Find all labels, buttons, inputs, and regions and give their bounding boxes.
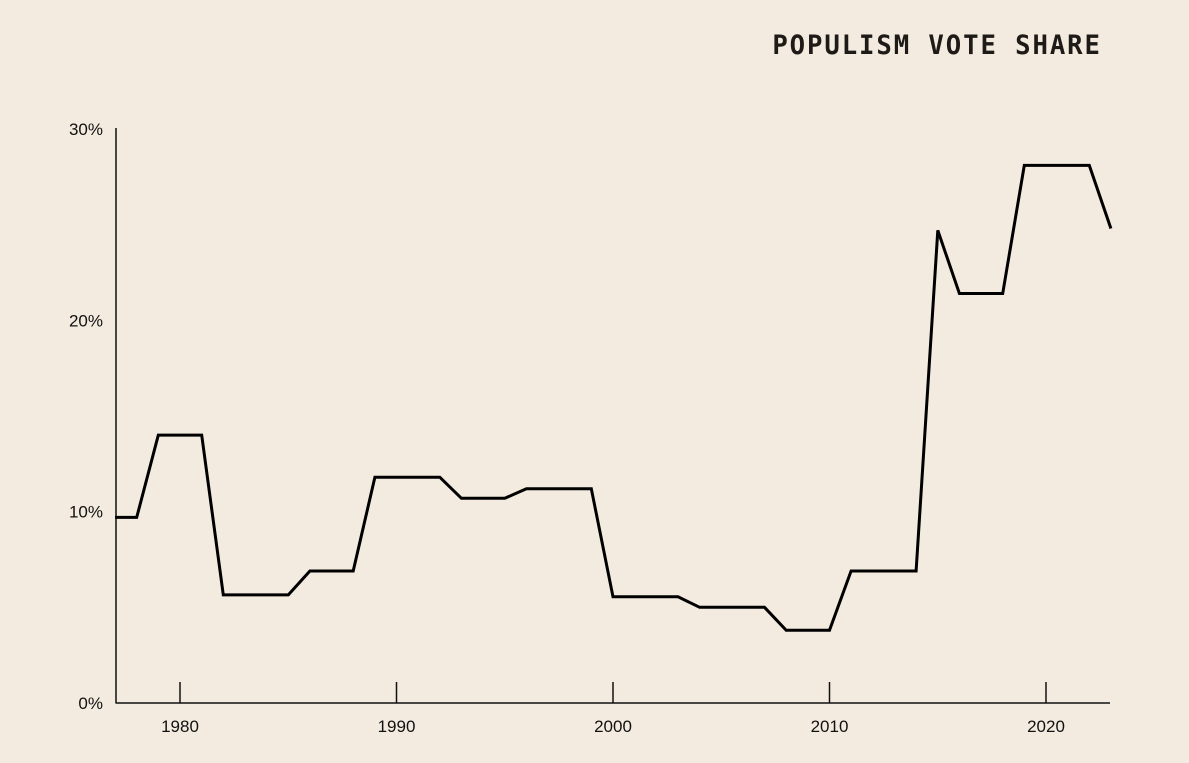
y-tick-label: 10% (69, 503, 103, 522)
x-tick-label: 2000 (594, 717, 632, 736)
x-tick-label: 1980 (161, 717, 199, 736)
chart-title: POPULISM VOTE SHARE (772, 30, 1102, 61)
y-tick-label: 30% (69, 120, 103, 139)
series-line (115, 163, 1113, 632)
x-tick-label: 2010 (811, 717, 849, 736)
x-tick-label: 1990 (378, 717, 416, 736)
y-tick-label: 0% (78, 694, 103, 713)
x-tick-label: 2020 (1027, 717, 1065, 736)
y-tick-label: 20% (69, 311, 103, 330)
